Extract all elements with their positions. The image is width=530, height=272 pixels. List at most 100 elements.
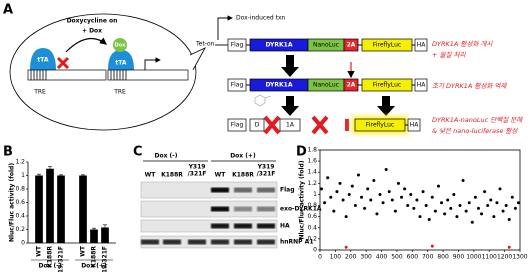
segment [361, 78, 413, 92]
point [513, 206, 517, 210]
label: Dox [115, 43, 127, 49]
point [344, 245, 348, 249]
band [257, 187, 275, 193]
point [455, 215, 459, 219]
panel-label: D [296, 145, 307, 160]
point [378, 192, 382, 196]
label: FireflyLuc [373, 42, 401, 49]
x-tick-label: 600 [407, 254, 419, 261]
x-tick-label: 400 [376, 254, 388, 261]
label: Flag [231, 82, 244, 89]
bubble-tail [189, 47, 206, 71]
bar [57, 175, 65, 243]
point [369, 198, 373, 202]
point [390, 198, 394, 202]
point [387, 190, 391, 194]
label: NanoLuc [313, 42, 339, 49]
lane-label: K188R [161, 172, 183, 179]
point [498, 187, 502, 191]
x-tick-label: Y319/321F [102, 246, 109, 272]
point [347, 192, 351, 196]
point [427, 217, 431, 221]
panel-label: B [3, 145, 13, 160]
segment [227, 78, 247, 92]
point [489, 198, 493, 202]
point [332, 209, 336, 213]
x-tick-label: WT [80, 245, 87, 257]
hatch [110, 70, 127, 80]
point [440, 201, 444, 205]
point [409, 192, 413, 196]
point [375, 212, 379, 216]
x-tick-label: 900 [453, 254, 465, 261]
blot-strip [140, 219, 278, 233]
point [464, 209, 468, 213]
y-axis-label: Nluc/Fluc activity (fold) [299, 160, 306, 239]
point [510, 195, 514, 199]
point [436, 184, 440, 188]
point [344, 215, 348, 219]
error-bar [59, 174, 63, 177]
row-label: exo-DYRK1A [280, 206, 322, 213]
bar [46, 168, 54, 243]
band [211, 187, 229, 193]
point [516, 201, 520, 205]
bar [79, 175, 87, 243]
point [433, 209, 437, 213]
point [430, 195, 434, 199]
point [393, 209, 397, 213]
y-tick-label: 1.2 [15, 159, 25, 166]
point [492, 215, 496, 219]
band [234, 223, 252, 229]
y-tick-label: 1.8 [307, 147, 317, 154]
y-tick-label: 1.4 [307, 169, 317, 176]
point [480, 212, 484, 216]
point [341, 198, 345, 202]
point [443, 212, 447, 216]
segment [227, 38, 247, 52]
label: Tet-on [195, 41, 215, 48]
arrow [281, 55, 299, 77]
compound [254, 94, 272, 107]
group-label: Dox (-) [154, 153, 177, 160]
label: tTA [115, 60, 126, 67]
point [338, 181, 342, 185]
error-bar [103, 224, 107, 231]
x-tick-label: 500 [391, 254, 403, 261]
label: Dox-induced txn [236, 15, 286, 22]
block [311, 115, 329, 135]
point [486, 204, 490, 208]
arrow [217, 15, 233, 40]
point [400, 195, 404, 199]
point [473, 195, 477, 199]
segment [414, 38, 428, 52]
label: + Dox [82, 28, 102, 35]
y-tick-label: 0.6 [307, 213, 317, 220]
label: 1A [286, 122, 295, 129]
label: HA [410, 122, 420, 129]
point [507, 245, 511, 249]
plot-frame [319, 149, 521, 251]
label: DYRK1A [266, 82, 293, 89]
y-axis-label: Nluc/Fluc activity (fold) [9, 163, 16, 242]
error-bar [37, 173, 41, 177]
point [415, 198, 419, 202]
x-tick-label: 1300 [512, 254, 527, 261]
arrow [377, 96, 395, 116]
point [384, 167, 388, 171]
point [381, 201, 385, 205]
dna [27, 69, 107, 81]
label: Flag [231, 42, 244, 49]
x-tick-label: 1100 [482, 254, 497, 261]
label: tTA [37, 57, 48, 64]
band [141, 239, 159, 245]
segment [361, 38, 413, 52]
point [396, 181, 400, 185]
point [406, 204, 410, 208]
point [470, 220, 474, 224]
lane-label: K188R [232, 172, 254, 179]
x-tick-label: 1000 [466, 254, 481, 261]
x-tick-label: 800 [437, 254, 449, 261]
x-tick-label: Y319/321F [58, 246, 65, 272]
bubble [9, 13, 197, 131]
